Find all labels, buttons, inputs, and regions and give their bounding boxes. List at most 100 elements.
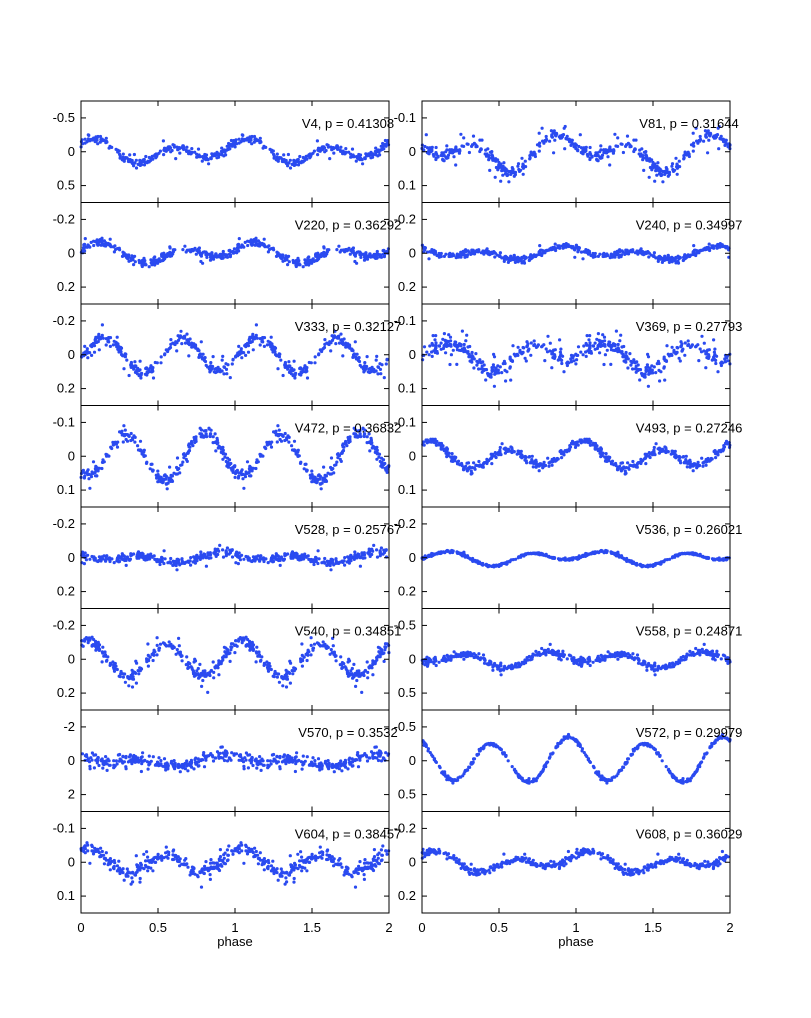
data-point (466, 142, 469, 145)
data-point (467, 461, 470, 464)
data-point (304, 262, 307, 265)
data-point (100, 555, 103, 558)
data-point (134, 436, 137, 439)
data-point (216, 437, 219, 440)
data-point (236, 243, 239, 246)
data-point (342, 248, 345, 251)
data-point (244, 138, 247, 141)
data-point (199, 550, 202, 553)
data-point (173, 146, 176, 149)
data-point (216, 553, 219, 556)
data-point (356, 353, 359, 356)
data-point (521, 352, 524, 355)
data-point (282, 374, 285, 377)
data-point (255, 323, 258, 326)
data-point (513, 353, 516, 356)
data-point (341, 452, 344, 455)
data-point (90, 138, 93, 141)
data-point (359, 565, 362, 568)
data-point (184, 342, 187, 345)
data-point (431, 146, 434, 149)
data-point (481, 371, 484, 374)
data-point (302, 265, 305, 268)
data-point (511, 168, 514, 171)
data-point (347, 436, 350, 439)
data-point (450, 151, 453, 154)
data-point (494, 157, 497, 160)
data-point (83, 247, 86, 250)
data-point (694, 553, 697, 556)
data-point (263, 238, 266, 241)
data-point (239, 558, 242, 561)
data-point (210, 429, 213, 432)
data-point (216, 442, 219, 445)
data-point (248, 467, 251, 470)
data-point (126, 433, 129, 436)
data-point (447, 333, 450, 336)
y-tick-label: 0 (68, 245, 75, 260)
data-point (692, 469, 695, 472)
data-point (586, 344, 589, 347)
data-point (645, 154, 648, 157)
data-point (248, 338, 251, 341)
data-point (233, 465, 236, 468)
data-point (124, 353, 127, 356)
data-point (87, 134, 90, 137)
data-point (146, 371, 149, 374)
data-point (649, 564, 652, 567)
data-point (671, 346, 674, 349)
data-point (457, 254, 460, 257)
data-point (470, 249, 473, 252)
data-point (686, 552, 689, 555)
data-point (565, 362, 568, 365)
data-point (472, 135, 475, 138)
data-point (434, 438, 437, 441)
data-point (463, 343, 466, 346)
y-tick-label: 0 (409, 245, 416, 260)
data-point (279, 564, 282, 567)
data-point (289, 166, 292, 169)
data-point (352, 153, 355, 156)
data-point (435, 157, 438, 160)
data-point (309, 474, 312, 477)
data-point (628, 352, 631, 355)
data-point (540, 464, 543, 467)
data-point (262, 556, 265, 559)
data-point (267, 340, 270, 343)
data-point (229, 253, 232, 256)
data-point (375, 254, 378, 257)
data-point (665, 344, 668, 347)
data-point (329, 349, 332, 352)
data-point (683, 461, 686, 464)
panel-label: V240, p = 0.34997 (636, 218, 743, 233)
data-point (92, 460, 95, 463)
data-point (282, 153, 285, 156)
data-point (176, 456, 179, 459)
data-point (470, 472, 473, 475)
data-point (270, 441, 273, 444)
data-point (147, 555, 150, 558)
data-point (183, 245, 186, 248)
data-point (559, 348, 562, 351)
data-point (585, 355, 588, 358)
data-point (540, 553, 543, 556)
data-point (635, 365, 638, 368)
data-point (482, 253, 485, 256)
data-point (484, 152, 487, 155)
data-point (312, 475, 315, 478)
data-point (721, 245, 724, 248)
data-point (575, 443, 578, 446)
data-point (237, 345, 240, 348)
data-point (189, 556, 192, 559)
data-point (676, 346, 679, 349)
data-point (250, 242, 253, 245)
data-point (582, 344, 585, 347)
data-point (266, 343, 269, 346)
data-point (290, 553, 293, 556)
data-point (717, 147, 720, 150)
data-point (653, 446, 656, 449)
data-point (212, 441, 215, 444)
data-point (548, 140, 551, 143)
